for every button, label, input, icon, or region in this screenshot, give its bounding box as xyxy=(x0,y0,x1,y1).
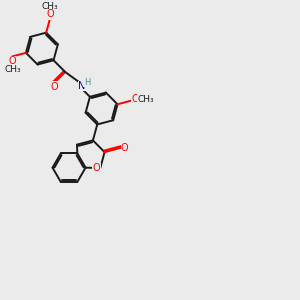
Text: N: N xyxy=(78,81,86,91)
Text: CH₃: CH₃ xyxy=(138,95,154,104)
Text: O: O xyxy=(121,143,129,153)
Text: O: O xyxy=(51,82,59,92)
Text: O: O xyxy=(93,163,101,173)
Text: O: O xyxy=(46,9,54,19)
Text: O: O xyxy=(131,94,139,104)
Text: CH₃: CH₃ xyxy=(42,2,58,10)
Text: H: H xyxy=(84,78,90,87)
Text: O: O xyxy=(8,56,16,66)
Text: CH₃: CH₃ xyxy=(4,65,21,74)
